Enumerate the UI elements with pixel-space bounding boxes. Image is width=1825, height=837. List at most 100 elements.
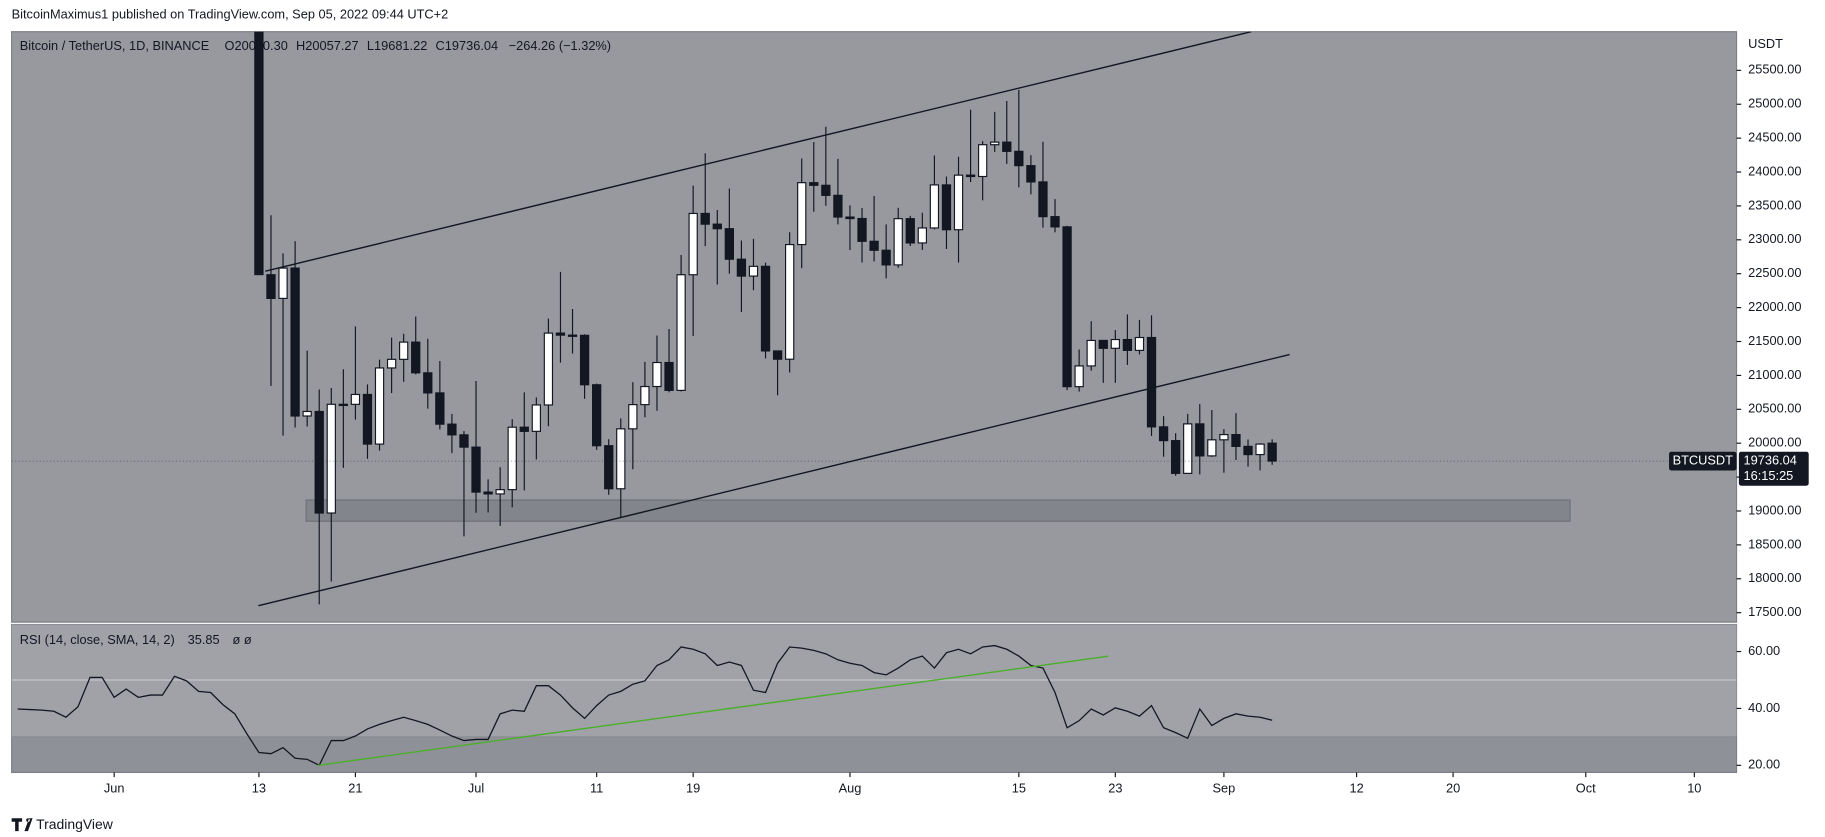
candle-body <box>821 184 831 196</box>
candle-body <box>797 182 807 246</box>
candle-body <box>953 174 964 231</box>
candle-body <box>652 361 662 388</box>
rsi-line <box>17 644 1273 767</box>
x-tick-label: 13 <box>252 780 266 795</box>
candle-body <box>435 392 445 425</box>
symbol-tag: BTCUSDT <box>1673 452 1734 467</box>
candle-body <box>1122 338 1133 351</box>
candle-body <box>1170 440 1181 474</box>
candle-body <box>350 393 361 405</box>
candle-body <box>495 489 505 495</box>
candle-body <box>748 265 759 277</box>
x-tick-label: 10 <box>1687 780 1701 795</box>
candle-body <box>302 410 312 417</box>
candle-body <box>712 223 722 230</box>
candle-body <box>1207 439 1217 457</box>
price-layer <box>254 31 1571 607</box>
candle-body <box>447 423 457 436</box>
candle-body <box>519 426 529 432</box>
y-tick-label: 25000.00 <box>1748 96 1801 111</box>
y-tick-label: 18000.00 <box>1748 570 1801 585</box>
y-tick-label: 21500.00 <box>1748 333 1801 348</box>
candle-body <box>314 410 324 514</box>
candle-body <box>1183 423 1193 474</box>
candle-body <box>423 372 433 394</box>
rsi-legend: RSI (14, close, SMA, 14, 2) 35.85 ø ø <box>20 632 252 647</box>
x-tick-label: 21 <box>348 780 362 795</box>
legend-value: 20057.27 <box>305 38 358 53</box>
candle-body <box>604 445 614 490</box>
symbol-tag-bg <box>1669 451 1737 471</box>
legend-value: 19681.22 <box>374 38 427 53</box>
candle-body <box>893 218 903 266</box>
candle-body <box>1158 426 1169 442</box>
y-tick-label: 20500.00 <box>1748 401 1801 416</box>
candle-body <box>640 385 650 406</box>
candle-body <box>471 446 481 493</box>
candle-body <box>676 274 686 391</box>
rsi-y-tick-label: 20.00 <box>1748 757 1780 772</box>
candle-body <box>579 334 590 386</box>
candle-body <box>1014 150 1024 167</box>
candle-body <box>736 258 747 277</box>
candle-body <box>917 227 927 244</box>
candle-body <box>1062 226 1072 388</box>
y-unit: USDT <box>1748 36 1783 51</box>
candle-body <box>592 384 602 447</box>
symbol-title: Bitcoin / TetherUS, 1D, BINANCE <box>20 38 210 53</box>
x-tick-label: Sep <box>1213 780 1236 795</box>
price-pane <box>11 31 1738 623</box>
rsi-y-tick-label: 40.00 <box>1748 700 1780 715</box>
candle-body <box>700 212 710 225</box>
candle-body <box>326 403 336 514</box>
y-tick-label: 19000.00 <box>1748 502 1801 517</box>
candle-body <box>1146 336 1157 428</box>
support-zone <box>305 499 1571 522</box>
y-tick-label: 23000.00 <box>1748 231 1801 246</box>
y-tick-label: 24000.00 <box>1748 163 1801 178</box>
candle-body <box>977 144 988 178</box>
candle-body <box>905 218 915 244</box>
candle-body <box>1074 365 1084 388</box>
candle-body <box>543 332 554 406</box>
candle-body <box>399 341 409 360</box>
x-tick-label: 23 <box>1108 780 1122 795</box>
candle-body <box>507 426 517 491</box>
x-tick-label: 19 <box>686 780 700 795</box>
y-tick-label: 17500.00 <box>1748 604 1801 619</box>
x-tick-label: Oct <box>1576 780 1596 795</box>
candle-body <box>531 404 542 432</box>
footer-logo: TradingView <box>11 816 114 832</box>
publish-info: BitcoinMaximus1 published on TradingView… <box>12 7 449 22</box>
legend-key: O <box>225 38 235 53</box>
candle-body <box>965 174 976 178</box>
candle-body <box>1219 434 1229 441</box>
legend-key: L <box>367 38 374 53</box>
candle-body <box>278 267 288 299</box>
candle-body <box>881 249 891 266</box>
candle-body <box>374 367 385 445</box>
y-tick-label: 20000.00 <box>1748 435 1801 450</box>
candle-body <box>567 334 578 337</box>
candle-body <box>929 184 940 229</box>
legend-value: 19736.04 <box>445 38 498 53</box>
y-tick-label: 25500.00 <box>1748 62 1801 77</box>
rsi-band <box>11 624 1737 737</box>
y-tick-label: 24500.00 <box>1748 129 1801 144</box>
candle-body <box>386 358 397 369</box>
candle-body <box>941 184 952 231</box>
candle-body <box>266 274 276 299</box>
x-tick-label: 11 <box>590 780 603 795</box>
candle-body <box>1026 165 1036 183</box>
candle-body <box>1050 216 1060 228</box>
legend-key: C <box>436 38 445 53</box>
logo-icon <box>11 818 33 832</box>
price-tag: 19736.04 <box>1744 452 1797 467</box>
candle-body <box>664 361 674 391</box>
candle-body <box>555 332 566 336</box>
candle-body <box>833 194 843 218</box>
rsi-extra: ø ø <box>233 632 252 647</box>
candle-body <box>1195 423 1205 457</box>
